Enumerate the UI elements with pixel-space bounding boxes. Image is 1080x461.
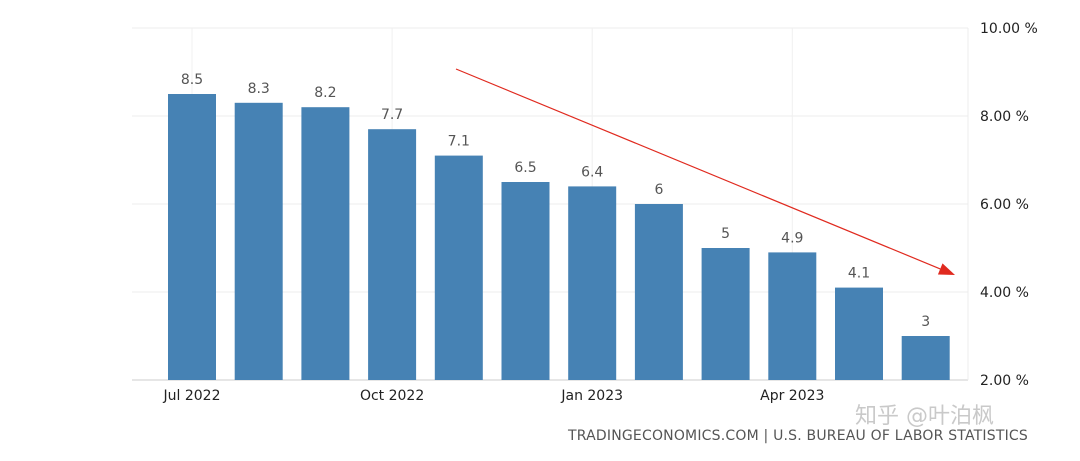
x-tick-label: Oct 2022 xyxy=(360,388,424,404)
bar xyxy=(501,182,550,380)
bar xyxy=(168,94,216,380)
y-tick-label: 10.00 % xyxy=(980,21,1038,37)
y-tick-label: 6.00 % xyxy=(980,197,1029,213)
bar-value-label: 8.5 xyxy=(181,72,203,88)
bar xyxy=(901,336,950,380)
bar-value-label: 6.4 xyxy=(581,164,603,180)
source-credit: TRADINGECONOMICS.COM | U.S. BUREAU OF LA… xyxy=(568,428,1028,444)
bar xyxy=(368,129,417,380)
bar-value-label: 8.3 xyxy=(248,81,270,97)
bar-value-label: 4.9 xyxy=(781,230,803,246)
watermark: 知乎 @叶泊枫 xyxy=(855,404,994,429)
x-tick-label: Apr 2023 xyxy=(760,388,824,404)
bar-value-label: 7.1 xyxy=(448,134,470,150)
trend-arrow-shaft xyxy=(455,68,941,270)
bar xyxy=(835,287,883,380)
bar xyxy=(634,204,683,380)
bar-value-label: 5 xyxy=(721,226,730,242)
bar xyxy=(434,155,483,380)
trend-arrow-head xyxy=(937,263,955,275)
bar-value-label: 6.5 xyxy=(514,160,536,176)
bar-value-label: 8.2 xyxy=(314,85,336,101)
bar xyxy=(568,186,617,380)
bar-value-label: 6 xyxy=(654,182,663,198)
y-tick-label: 4.00 % xyxy=(980,285,1029,301)
x-tick-label: Jan 2023 xyxy=(560,388,623,404)
bar xyxy=(234,102,283,381)
bar xyxy=(301,107,350,380)
y-tick-label: 8.00 % xyxy=(980,109,1029,125)
bar-value-label: 4.1 xyxy=(848,266,870,282)
bar-value-label: 7.7 xyxy=(381,107,403,123)
y-tick-label: 2.00 % xyxy=(980,373,1029,389)
bar xyxy=(768,252,817,380)
bar xyxy=(701,248,750,380)
x-tick-label: Jul 2022 xyxy=(163,388,221,404)
bar-value-label: 3 xyxy=(921,314,930,330)
